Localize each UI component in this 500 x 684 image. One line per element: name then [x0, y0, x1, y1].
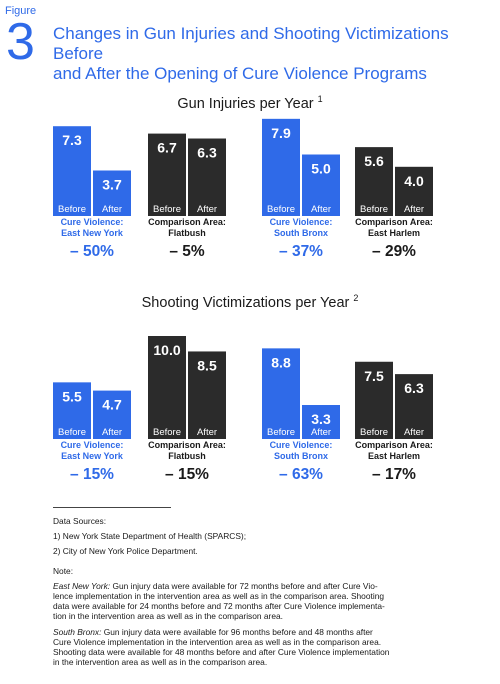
figure-number: 3	[6, 13, 35, 71]
bar-before	[148, 336, 186, 439]
bar-category-label: After	[197, 204, 217, 215]
note-south-bronx-line-4: in the intervention area as well as in t…	[53, 657, 268, 668]
bar-value-label: 3.3	[311, 411, 331, 427]
bar-category-label: Before	[58, 204, 86, 215]
bar-category-label: After	[102, 204, 122, 215]
note-south-bronx-label: South Bronx:	[53, 626, 102, 637]
bar-before	[262, 348, 300, 439]
group-label-line-2: East New York	[61, 228, 124, 238]
group-label-line-1: Comparison Area:	[355, 217, 433, 227]
percent-change-label: – 15%	[165, 466, 209, 483]
notes-divider	[53, 507, 171, 508]
group-label-line-2: East Harlem	[368, 228, 420, 238]
bar-value-label: 6.3	[197, 145, 217, 161]
note-south-bronx: South Bronx: Gun injury data were availa…	[53, 627, 483, 668]
group-label-line-1: Cure Violence:	[270, 440, 333, 450]
bar-after	[93, 390, 131, 439]
note-south-bronx-line-1: Gun injury data were available for 96 mo…	[103, 626, 373, 637]
bar-category-label: Before	[153, 427, 181, 438]
notes-section: Data Sources: 1) New York State Departme…	[53, 516, 483, 667]
source-1: 1) New York State Department of Health (…	[53, 531, 247, 542]
bar-category-label: After	[197, 427, 217, 438]
sources-heading: Data Sources:	[53, 516, 107, 526]
bar-before	[355, 361, 393, 439]
bar-category-label: Before	[360, 204, 388, 215]
bar-before	[262, 118, 300, 216]
group-label-line-1: Cure Violence:	[61, 440, 124, 450]
bar-charts: Gun Injuries per Year 1 7.3 Before 3.7 After C…	[53, 94, 433, 483]
bar-after	[188, 351, 226, 439]
bar-after	[93, 170, 131, 216]
bar-after	[188, 138, 226, 216]
group-label-line-2: Flatbush	[168, 228, 206, 238]
bar-value-label: 8.8	[271, 354, 291, 370]
group-label-line-2: East New York	[61, 451, 124, 461]
bar-category-label: After	[311, 204, 331, 215]
bar-value-label: 6.7	[157, 140, 177, 156]
percent-change-label: – 37%	[279, 243, 323, 260]
group-label-line-1: Comparison Area:	[148, 440, 226, 450]
bar-before	[355, 147, 393, 216]
bar-value-label: 8.5	[197, 357, 217, 373]
note-heading: Note:	[53, 565, 74, 576]
group-label-line-1: Cure Violence:	[270, 217, 333, 227]
percent-change-label: – 50%	[70, 243, 114, 260]
bar-value-label: 7.3	[62, 132, 82, 148]
bar-after	[302, 154, 340, 216]
percent-change-label: – 29%	[372, 243, 416, 260]
note-south-bronx-line-2: Cure Violence implementation in the inte…	[53, 636, 382, 647]
source-2: 2) City of New York Police Department.	[53, 546, 198, 557]
chart-title: Shooting Victimizations per Year 2	[142, 293, 359, 311]
bar-value-label: 5.0	[311, 161, 331, 177]
bar-after	[395, 374, 433, 439]
percent-change-label: – 15%	[70, 466, 114, 483]
figure-title-line-2: and After the Opening of Cure Violence P…	[53, 64, 427, 83]
percent-change-label: – 63%	[279, 466, 323, 483]
note-east-new-york-line-3: data were available for 24 months before…	[53, 601, 385, 612]
group-label-line-2: South Bronx	[274, 451, 328, 461]
note-south-bronx-line-3: Shooting data were available for 48 mont…	[53, 647, 390, 658]
bar-value-label: 6.3	[404, 380, 424, 396]
chart-title: Gun Injuries per Year 1	[177, 94, 322, 112]
percent-change-label: – 5%	[169, 243, 205, 260]
bar-before	[148, 133, 186, 216]
bar-category-label: After	[311, 427, 331, 438]
bar-category-label: After	[404, 204, 424, 215]
note-east-new-york-line-1: Gun injury data were available for 72 mo…	[112, 580, 378, 591]
bar-category-label: After	[404, 427, 424, 438]
figure-label: Figure	[5, 5, 37, 17]
note-east-new-york-line-2: lence implementation in the intervention…	[53, 591, 385, 602]
bar-category-label: Before	[58, 427, 86, 438]
bar-category-label: Before	[267, 427, 295, 438]
note-east-new-york-line-4: tion in the intervention area as well as…	[53, 611, 283, 622]
bar-value-label: 4.7	[102, 397, 122, 413]
bar-category-label: Before	[267, 204, 295, 215]
bar-after	[302, 405, 340, 439]
bar-value-label: 5.5	[62, 388, 82, 404]
bar-value-label: 5.6	[364, 153, 384, 169]
note-east-new-york-label: East New York:	[53, 580, 111, 591]
bar-value-label: 7.9	[271, 125, 291, 141]
percent-change-label: – 17%	[372, 466, 416, 483]
note-east-new-york: East New York: Gun injury data were avai…	[53, 581, 483, 622]
figure-title: Changes in Gun Injuries and Shooting Vic…	[53, 24, 493, 84]
bar-value-label: 7.5	[364, 368, 384, 384]
bar-category-label: After	[102, 427, 122, 438]
bar-value-label: 4.0	[404, 173, 424, 189]
group-label-line-1: Comparison Area:	[355, 440, 433, 450]
bar-category-label: Before	[153, 204, 181, 215]
bar-category-label: Before	[360, 427, 388, 438]
bar-after	[395, 166, 433, 216]
group-label-line-1: Comparison Area:	[148, 217, 226, 227]
group-label-line-2: South Bronx	[274, 228, 328, 238]
bar-value-label: 3.7	[102, 176, 122, 192]
group-label-line-1: Cure Violence:	[61, 217, 124, 227]
bar-before	[53, 126, 91, 216]
group-label-line-2: East Harlem	[368, 451, 420, 461]
group-label-line-2: Flatbush	[168, 451, 206, 461]
bar-value-label: 10.0	[153, 342, 180, 358]
figure-title-line-1: Changes in Gun Injuries and Shooting Vic…	[53, 24, 449, 63]
bar-before	[53, 382, 91, 439]
